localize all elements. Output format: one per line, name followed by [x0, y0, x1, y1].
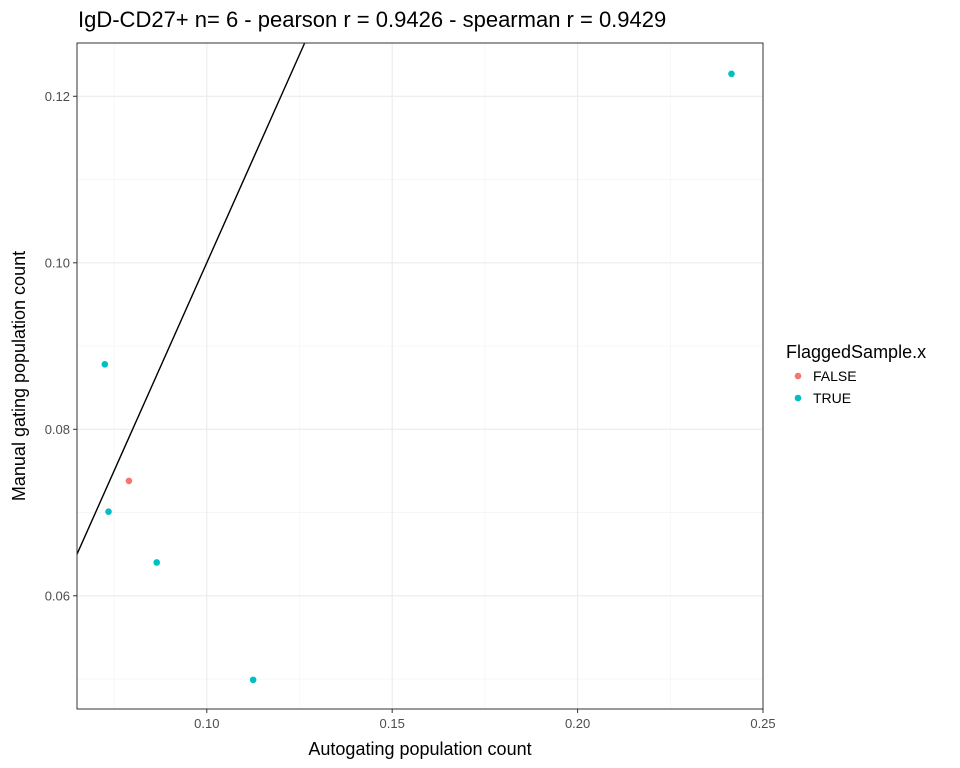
reference-line-group: [76, 42, 306, 555]
legend-title: FlaggedSample.x: [786, 342, 926, 362]
legend: FlaggedSample.x FALSE TRUE: [786, 342, 926, 406]
legend-label-true: TRUE: [813, 390, 851, 406]
data-point-true: [728, 70, 735, 78]
y-tick-label: 0.08: [45, 422, 70, 437]
y-axis: 0.06 0.08 0.10 0.12: [45, 89, 77, 603]
x-axis: 0.10 0.15 0.20 0.25: [194, 709, 776, 731]
y-tick-label: 0.06: [45, 588, 70, 603]
panel-border: [76, 42, 764, 710]
y-axis-title: Manual gating population count: [9, 251, 29, 501]
panel-background: [77, 43, 763, 709]
data-point-true: [153, 559, 161, 566]
legend-key-true: [794, 394, 802, 402]
x-axis-title: Autogating population count: [308, 739, 531, 759]
data-point-true: [249, 676, 257, 684]
y-tick-label: 0.10: [45, 255, 70, 270]
major-gridlines: [77, 43, 764, 709]
data-point-false: [125, 477, 133, 485]
data-point-true: [101, 361, 109, 368]
y-tick-label: 0.12: [45, 89, 70, 104]
minor-gridlines: [77, 43, 763, 709]
x-tick-label: 0.20: [565, 716, 590, 731]
x-tick-label: 0.15: [380, 716, 405, 731]
chart-title: IgD-CD27+ n= 6 - pearson r = 0.9426 - sp…: [78, 7, 666, 32]
plot-panel: [76, 42, 764, 710]
x-tick-label: 0.10: [194, 716, 219, 731]
data-points: [101, 70, 735, 684]
reference-line: [76, 42, 306, 555]
legend-key-false: [794, 372, 802, 380]
legend-entries: FALSE TRUE: [794, 368, 857, 406]
data-point-true: [105, 508, 112, 515]
legend-label-false: FALSE: [813, 368, 857, 384]
x-tick-label: 0.25: [750, 716, 775, 731]
